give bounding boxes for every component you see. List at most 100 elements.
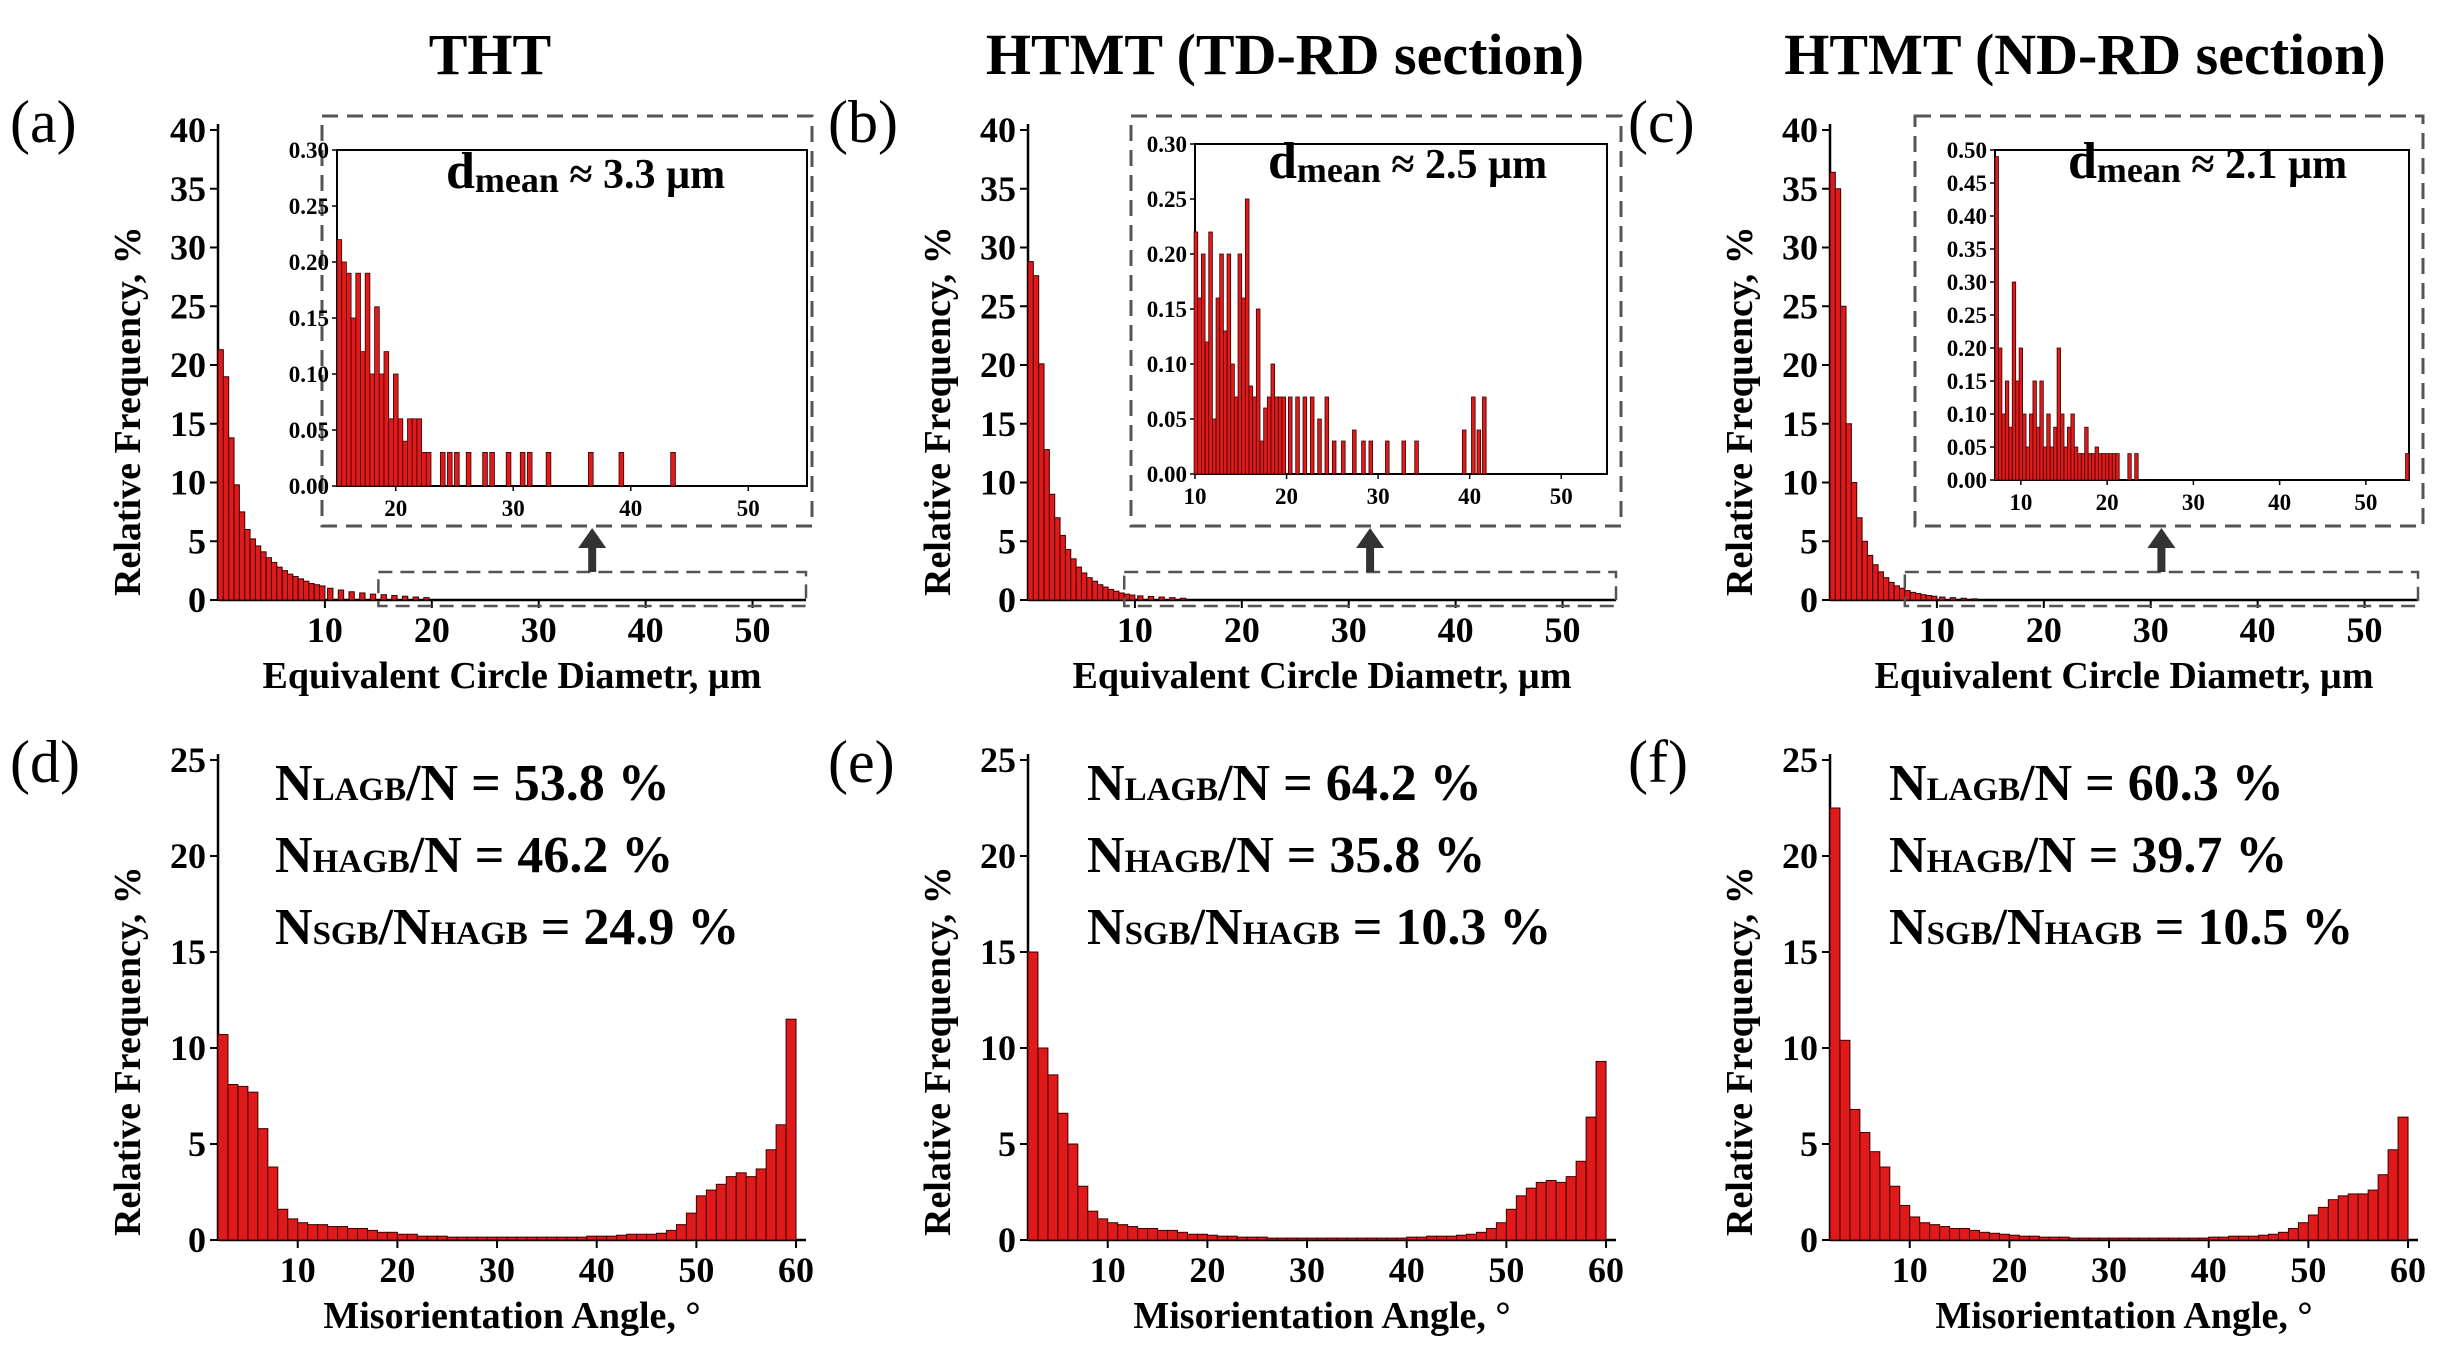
panel-d: 0 5 10 15 20 25 10 20 30 40 50 60 Relative Frequency… [10, 729, 814, 1337]
bar [1495, 1222, 1507, 1241]
bar [725, 1176, 737, 1241]
bar [1859, 1131, 1871, 1241]
bar [1047, 1074, 1059, 1241]
y-tick-label: 5 [998, 1124, 1016, 1164]
inset-y-tick-label: 0.10 [1947, 402, 1987, 427]
y-tick-label: 40 [1782, 110, 1818, 150]
inset-bar [1385, 440, 1390, 475]
bar [1096, 584, 1104, 601]
bar [1067, 1143, 1079, 1241]
bars-b [1027, 261, 1187, 601]
bar [2218, 1236, 2230, 1241]
inset-bar [2036, 426, 2041, 481]
bar [1889, 1185, 1901, 1241]
inset-bar [519, 451, 526, 487]
zoom-arrow-head [578, 528, 607, 548]
panel-f: 0 5 10 15 20 25 10 20 30 40 50 60 Relative Frequency… [1628, 729, 2426, 1337]
x-tick-label: 50 [2347, 610, 2383, 650]
y-tick-label: 10 [1782, 1028, 1818, 1068]
bar [665, 1229, 677, 1241]
bar [1107, 588, 1115, 601]
bar [1466, 1233, 1477, 1241]
y-tick-label: 20 [1782, 836, 1818, 876]
bar [1585, 1116, 1597, 1241]
bar [260, 551, 267, 601]
inset-y-tick-label: 0.05 [1947, 435, 1987, 460]
bar [1882, 577, 1890, 601]
bar [556, 1236, 568, 1241]
inset-bar [2067, 426, 2072, 481]
inset-bar [2077, 453, 2082, 481]
bar [228, 437, 235, 601]
bar [1097, 1218, 1109, 1241]
inset-bar [2029, 413, 2034, 481]
bar [2018, 1235, 2030, 1241]
bar [1446, 1235, 1458, 1241]
inset-bar [526, 451, 533, 487]
bar [1888, 581, 1895, 601]
dmean-annotation: dmean ≈ 2.5 µm [1268, 133, 1547, 190]
inset-y-tick-label: 0.20 [1147, 242, 1187, 267]
panel-e: 0 5 10 15 20 25 10 20 30 40 50 60 Relative Frequency… [828, 729, 1624, 1337]
bar [1091, 580, 1098, 601]
bar [1949, 597, 1957, 601]
bar [1306, 1237, 1318, 1241]
y-tick-label: 5 [1800, 521, 1818, 561]
bar [2138, 1237, 2150, 1241]
bar [1366, 1237, 1378, 1241]
inset-bar [1215, 297, 1221, 475]
x-tick-label: 30 [479, 1250, 515, 1290]
inset-bar [2098, 453, 2103, 481]
inset-y-tick-label: 0.00 [1147, 462, 1187, 487]
x-axis-label: Equivalent Circle Diametr, µm [263, 655, 762, 697]
bar [416, 1235, 428, 1241]
bar [1057, 1112, 1069, 1241]
x-tick-label: 10 [1117, 610, 1153, 650]
x-tick-label: 30 [1331, 610, 1367, 650]
inset-bar [1994, 156, 1999, 481]
bar [238, 511, 246, 601]
bar [1186, 1233, 1198, 1241]
stat-line: NLAGB/N = 60.3 % [1889, 755, 2284, 812]
inset-bar [2053, 426, 2058, 481]
column-title-htmt-nd-rd: HTMT (ND-RD section) [1784, 22, 2385, 87]
inset-bar [1193, 231, 1199, 475]
bar [486, 1236, 498, 1241]
bar [1515, 1195, 1527, 1241]
inset-bar [1461, 429, 1467, 475]
bar [1456, 1234, 1468, 1241]
bar [254, 545, 262, 601]
y-tick-label: 40 [170, 110, 206, 150]
bar [2367, 1189, 2379, 1241]
bar [1856, 517, 1863, 601]
bar [2178, 1237, 2190, 1241]
bar [1595, 1060, 1607, 1241]
inset-bar [1208, 231, 1213, 475]
bar [249, 538, 256, 601]
bar [406, 1233, 418, 1241]
inset-bar [1471, 396, 1476, 475]
bar [616, 1234, 628, 1241]
panel-b: 0 5 10 15 20 25 30 35 40 10 20 30 40 50 Relative Frequ… [828, 89, 1623, 697]
bar [1909, 1216, 1921, 1241]
bar [1127, 1226, 1139, 1241]
bar [675, 1224, 687, 1241]
bar [396, 1233, 408, 1241]
bar [233, 484, 240, 601]
bar [1920, 594, 1927, 601]
bar [2268, 1233, 2279, 1241]
inset-y-tick-label: 0.35 [1947, 237, 1987, 262]
bars-f [1829, 807, 2409, 1241]
y-axis-label: Relative Frequency, % [1719, 226, 1761, 596]
inset-bar [1263, 407, 1268, 475]
bar [337, 1226, 349, 1241]
inset-x-tick-label: 50 [2354, 490, 2377, 515]
bar [2038, 1236, 2050, 1241]
inset-y-tick-label: 0.25 [1947, 303, 1987, 328]
inset-bar [1244, 198, 1250, 475]
bar [2158, 1237, 2170, 1241]
inset: 0.00 0.05 0.10 0.15 0.20 0.25 0.30 10 20 30 40 50 dm… [1129, 114, 1623, 528]
bar [765, 1149, 777, 1241]
inset-y-tick-label: 0.20 [289, 250, 329, 275]
bar [2208, 1236, 2220, 1241]
